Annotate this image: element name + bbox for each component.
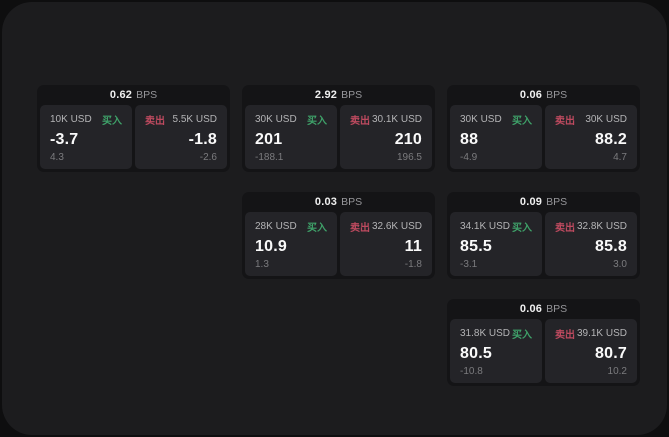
quote-card-1: 2.92 BPS 30K USD 买入 201 -188.1 卖出 30.1K …	[242, 85, 435, 172]
spread-header: 0.62 BPS	[40, 85, 227, 105]
buy-pane[interactable]: 30K USD 买入 88 -4.9	[450, 105, 542, 169]
spread-header: 0.03 BPS	[245, 192, 432, 212]
quote-body: 30K USD 买入 201 -188.1 卖出 30.1K USD 210 1…	[245, 105, 432, 169]
buy-size: 30K USD	[255, 114, 297, 125]
spread-value: 2.92	[314, 89, 338, 101]
quote-body: 10K USD 买入 -3.7 4.3 卖出 5.5K USD -1.8 -2.…	[40, 105, 227, 169]
quote-body: 34.1K USD 买入 85.5 -3.1 卖出 32.8K USD 85.8…	[450, 212, 637, 276]
buy-delta: -10.8	[460, 366, 483, 377]
spread-value: 0.06	[519, 89, 543, 101]
sell-pane[interactable]: 卖出 30.1K USD 210 196.5	[340, 105, 432, 169]
buy-size: 34.1K USD	[460, 221, 511, 232]
buy-price: 80.5	[460, 344, 492, 362]
buy-label: 买入	[512, 330, 532, 341]
buy-size: 10K USD	[50, 114, 92, 125]
sell-label: 卖出	[350, 223, 370, 234]
bps-unit-label: BPS	[136, 89, 158, 101]
spread-value: 0.06	[519, 303, 543, 315]
buy-size: 28K USD	[255, 221, 297, 232]
sell-pane[interactable]: 卖出 32.8K USD 85.8 3.0	[545, 212, 637, 276]
sell-delta: 3.0	[613, 259, 627, 270]
sell-price: 80.7	[595, 344, 627, 362]
buy-price: 88	[460, 130, 479, 148]
buy-size: 31.8K USD	[460, 328, 511, 339]
buy-pane[interactable]: 28K USD 买入 10.9 1.3	[245, 212, 337, 276]
buy-pane[interactable]: 30K USD 买入 201 -188.1	[245, 105, 337, 169]
buy-delta: -3.1	[460, 259, 478, 270]
buy-delta: 4.3	[50, 152, 64, 163]
quote-card-4: 0.09 BPS 34.1K USD 买入 85.5 -3.1 卖出 32.8K…	[447, 192, 640, 279]
sell-delta: 4.7	[613, 152, 627, 163]
buy-price: 85.5	[460, 237, 492, 255]
sell-label: 卖出	[555, 223, 575, 234]
bps-unit-label: BPS	[546, 303, 568, 315]
quote-body: 30K USD 买入 88 -4.9 卖出 30K USD 88.2 4.7	[450, 105, 637, 169]
buy-price: 10.9	[255, 237, 287, 255]
sell-pane[interactable]: 卖出 32.6K USD 11 -1.8	[340, 212, 432, 276]
spread-header: 2.92 BPS	[245, 85, 432, 105]
buy-label: 买入	[102, 116, 122, 127]
sell-pane[interactable]: 卖出 39.1K USD 80.7 10.2	[545, 319, 637, 383]
quote-card-3: 0.03 BPS 28K USD 买入 10.9 1.3 卖出 32.6K US…	[242, 192, 435, 279]
sell-size: 32.6K USD	[371, 221, 422, 232]
buy-delta: -188.1	[255, 152, 284, 163]
buy-pane[interactable]: 10K USD 买入 -3.7 4.3	[40, 105, 132, 169]
spread-header: 0.06 BPS	[450, 299, 637, 319]
spread-value: 0.62	[109, 89, 133, 101]
sell-pane[interactable]: 卖出 5.5K USD -1.8 -2.6	[135, 105, 227, 169]
sell-delta: -1.8	[404, 259, 422, 270]
quote-card-5: 0.06 BPS 31.8K USD 买入 80.5 -10.8 卖出 39.1…	[447, 299, 640, 386]
quote-card-0: 0.62 BPS 10K USD 买入 -3.7 4.3 卖出 5.5K USD	[37, 85, 230, 172]
sell-delta: 10.2	[607, 366, 627, 377]
sell-pane[interactable]: 卖出 30K USD 88.2 4.7	[545, 105, 637, 169]
sell-label: 卖出	[555, 116, 575, 127]
bps-unit-label: BPS	[546, 89, 568, 101]
buy-label: 买入	[512, 116, 532, 127]
buy-label: 买入	[307, 223, 327, 234]
spread-value: 0.03	[314, 196, 338, 208]
quote-card-grid: 0.62 BPS 10K USD 买入 -3.7 4.3 卖出 5.5K USD	[37, 85, 640, 386]
spread-header: 0.06 BPS	[450, 85, 637, 105]
buy-price: 201	[255, 130, 283, 148]
quote-card-2: 0.06 BPS 30K USD 买入 88 -4.9 卖出 30K USD	[447, 85, 640, 172]
sell-size: 39.1K USD	[576, 328, 627, 339]
sell-price: 210	[394, 130, 422, 148]
quote-body: 31.8K USD 买入 80.5 -10.8 卖出 39.1K USD 80.…	[450, 319, 637, 383]
bps-unit-label: BPS	[341, 89, 363, 101]
sell-price: -1.8	[188, 130, 217, 148]
spread-value: 0.09	[519, 196, 543, 208]
sell-delta: 196.5	[396, 152, 422, 163]
sell-size: 30K USD	[585, 114, 627, 125]
bps-unit-label: BPS	[546, 196, 568, 208]
sell-label: 卖出	[555, 330, 575, 341]
sell-size: 5.5K USD	[172, 114, 217, 125]
buy-label: 买入	[307, 116, 327, 127]
sell-price: 11	[404, 237, 422, 255]
buy-pane[interactable]: 34.1K USD 买入 85.5 -3.1	[450, 212, 542, 276]
buy-delta: 1.3	[255, 259, 269, 270]
spread-header: 0.09 BPS	[450, 192, 637, 212]
buy-size: 30K USD	[460, 114, 502, 125]
buy-label: 买入	[512, 223, 532, 234]
sell-price: 85.8	[595, 237, 627, 255]
sell-label: 卖出	[350, 116, 370, 127]
sell-size: 32.8K USD	[576, 221, 627, 232]
quote-body: 28K USD 买入 10.9 1.3 卖出 32.6K USD 11 -1.8	[245, 212, 432, 276]
sell-delta: -2.6	[199, 152, 217, 163]
buy-pane[interactable]: 31.8K USD 买入 80.5 -10.8	[450, 319, 542, 383]
buy-price: -3.7	[50, 130, 79, 148]
bps-unit-label: BPS	[341, 196, 363, 208]
sell-size: 30.1K USD	[371, 114, 422, 125]
sell-price: 88.2	[595, 130, 627, 148]
buy-delta: -4.9	[460, 152, 478, 163]
sell-label: 卖出	[145, 116, 165, 127]
